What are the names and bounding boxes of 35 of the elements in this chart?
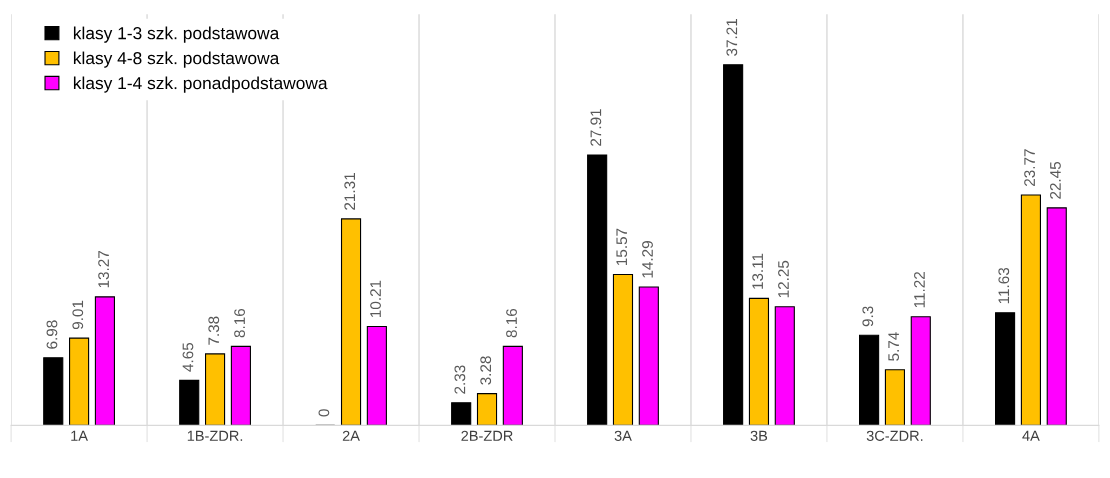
data-label: 0 bbox=[318, 409, 330, 417]
data-label: 3.28 bbox=[480, 356, 492, 385]
x-tick-label: 1A bbox=[71, 430, 88, 441]
x-tick-label: 2B-ZDR bbox=[461, 430, 513, 441]
x-tick-label: 3C-ZDR. bbox=[866, 430, 923, 441]
data-label: 23.77 bbox=[1024, 149, 1036, 186]
data-label: 5.74 bbox=[888, 332, 900, 361]
data-label: 14.29 bbox=[642, 241, 653, 278]
data-label: 11.22 bbox=[914, 272, 925, 308]
x-tick-label: 1B-ZDR. bbox=[187, 430, 243, 441]
x-tick-label: 4A bbox=[1022, 430, 1040, 441]
data-label: 9.3 bbox=[862, 306, 874, 327]
data-label: 13.11 bbox=[752, 253, 764, 289]
data-label: 7.38 bbox=[208, 316, 220, 345]
data-label: 15.57 bbox=[616, 228, 628, 266]
legend-label: klasy 1-4 szk. ponadpodstawowa bbox=[73, 76, 328, 93]
data-label: 21.31 bbox=[344, 173, 356, 210]
data-label: 9.01 bbox=[72, 300, 84, 330]
legend-label: klasy 1-3 szk. podstawowa bbox=[73, 26, 280, 43]
data-label: 6.98 bbox=[46, 320, 58, 349]
data-label: 13.27 bbox=[98, 251, 110, 288]
data-label: 37.21 bbox=[726, 19, 738, 56]
data-label: 10.21 bbox=[370, 280, 381, 317]
legend-label: klasy 4-8 szk. podstawowa bbox=[73, 51, 280, 68]
data-label: 8.16 bbox=[506, 308, 517, 338]
data-label: 8.16 bbox=[234, 308, 245, 338]
data-label: 12.25 bbox=[778, 260, 789, 298]
data-label: 27.91 bbox=[590, 109, 602, 146]
x-tick-label: 3A bbox=[614, 430, 632, 441]
data-label: 11.63 bbox=[998, 267, 1010, 304]
data-label: 4.65 bbox=[182, 342, 194, 372]
x-tick-label: 3B bbox=[750, 430, 768, 441]
data-label: 22.45 bbox=[1050, 161, 1061, 199]
x-tick-label: 2A bbox=[342, 430, 360, 441]
data-label: 2.33 bbox=[454, 365, 466, 394]
